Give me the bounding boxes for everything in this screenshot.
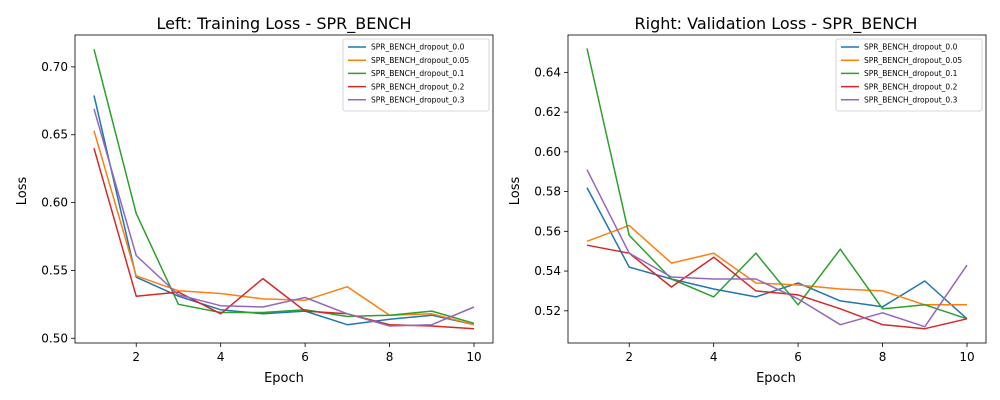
series-line-4 bbox=[586, 169, 968, 328]
y-tick-label: 0.70 bbox=[41, 60, 68, 74]
training-loss-chart: Left: Training Loss - SPR_BENCH Epoch Lo… bbox=[15, 14, 494, 386]
legend-box bbox=[835, 38, 983, 112]
y-tick-label: 0.58 bbox=[534, 185, 561, 199]
y-tick-label: 0.50 bbox=[41, 331, 68, 345]
x-tick-label: 4 bbox=[217, 350, 225, 364]
x-tick-label: 2 bbox=[625, 350, 633, 364]
legend-label: SPR_BENCH_dropout_0.1 bbox=[371, 69, 465, 78]
y-tick-label: 0.64 bbox=[534, 65, 561, 79]
y-tick-label: 0.55 bbox=[41, 263, 68, 277]
legend-label: SPR_BENCH_dropout_0.05 bbox=[864, 56, 962, 65]
y-tick-label: 0.60 bbox=[534, 145, 561, 159]
x-axis-label: Epoch bbox=[264, 371, 304, 386]
plot-frame bbox=[567, 34, 987, 344]
validation-loss-chart: Right: Validation Loss - SPR_BENCH Epoch… bbox=[508, 14, 987, 386]
y-tick-label: 0.56 bbox=[534, 224, 561, 238]
legend-label: SPR_BENCH_dropout_0.05 bbox=[371, 56, 469, 65]
chart-title: Right: Validation Loss - SPR_BENCH bbox=[635, 14, 918, 34]
series-line-0 bbox=[586, 187, 968, 320]
y-axis-label: Loss bbox=[15, 177, 30, 206]
legend-label: SPR_BENCH_dropout_0.3 bbox=[864, 96, 958, 105]
chart-title: Left: Training Loss - SPR_BENCH bbox=[156, 14, 411, 34]
x-tick-label: 2 bbox=[132, 350, 140, 364]
x-tick-label: 8 bbox=[386, 350, 394, 364]
x-tick-label: 6 bbox=[301, 350, 309, 364]
plot-frame bbox=[74, 34, 494, 344]
y-tick-label: 0.62 bbox=[534, 105, 561, 119]
legend-label: SPR_BENCH_dropout_0.2 bbox=[864, 82, 958, 91]
y-tick-label: 0.54 bbox=[534, 264, 561, 278]
series-line-1 bbox=[93, 130, 475, 326]
legend-label: SPR_BENCH_dropout_0.0 bbox=[371, 43, 465, 52]
legend: SPR_BENCH_dropout_0.0 SPR_BENCH_dropout_0… bbox=[342, 38, 490, 112]
x-tick-label: 4 bbox=[710, 350, 718, 364]
legend-label: SPR_BENCH_dropout_0.2 bbox=[371, 82, 465, 91]
series-line-4 bbox=[93, 108, 475, 327]
x-tick-label: 8 bbox=[879, 350, 887, 364]
legend-label: SPR_BENCH_dropout_0.1 bbox=[864, 69, 958, 78]
legend: SPR_BENCH_dropout_0.0 SPR_BENCH_dropout_0… bbox=[835, 38, 983, 112]
series-line-3 bbox=[586, 244, 968, 330]
series-line-0 bbox=[93, 95, 475, 326]
x-tick-label: 6 bbox=[794, 350, 802, 364]
y-tick-label: 0.52 bbox=[534, 304, 561, 318]
x-axis-label: Epoch bbox=[756, 371, 796, 386]
series-line-2 bbox=[586, 48, 968, 320]
legend-label: SPR_BENCH_dropout_0.3 bbox=[371, 96, 465, 105]
series-line-1 bbox=[586, 224, 967, 306]
x-tick-label: 10 bbox=[466, 350, 481, 364]
series-line-2 bbox=[93, 49, 475, 325]
y-axis-label: Loss bbox=[508, 177, 523, 206]
legend-label: SPR_BENCH_dropout_0.0 bbox=[864, 43, 958, 52]
y-tick-label: 0.60 bbox=[41, 196, 68, 210]
x-tick-label: 10 bbox=[959, 350, 974, 364]
y-tick-label: 0.65 bbox=[41, 128, 68, 142]
legend-box bbox=[342, 38, 490, 112]
